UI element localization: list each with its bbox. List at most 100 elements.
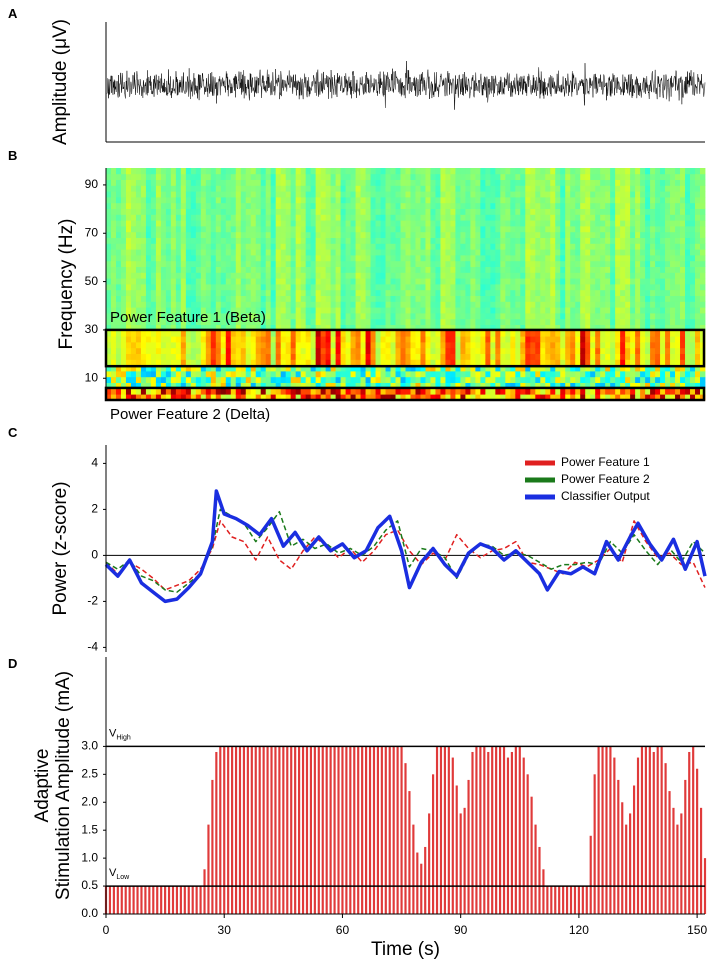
spectrogram-cell [211,232,216,238]
spectrogram-cell [455,180,460,186]
spectrogram-cell [670,301,675,307]
spectrogram-cell [495,359,500,365]
spectrogram-cell [610,203,615,209]
spectrogram-cell [301,197,306,203]
spectrogram-cell [296,185,301,191]
spectrogram-cell [181,388,186,394]
spectrogram-cell [346,255,351,261]
spectrogram-cell [141,238,146,244]
spectrogram-cell [166,278,171,284]
spectrogram-cell [221,388,226,394]
spectrogram-cell [351,284,356,290]
spectrogram-cell [141,261,146,267]
spectrogram-cell [550,278,555,284]
spectrogram-cell [391,272,396,278]
spectrogram-cell [685,232,690,238]
bar [286,746,288,914]
spectrogram-cell [296,209,301,215]
spectrogram-cell [191,278,196,284]
spectrogram-cell [630,249,635,255]
spectrogram-cell [640,313,645,319]
bar [578,886,580,914]
spectrogram-cell [650,290,655,296]
spectrogram-cell [555,301,560,307]
spectrogram-cell [236,330,241,336]
spectrogram-cell [410,290,415,296]
bar [408,791,410,914]
spectrogram-cell [635,255,640,261]
spectrogram-cell [161,226,166,232]
spectrogram-cell [296,307,301,313]
spectrogram-cell [585,255,590,261]
spectrogram-cell [306,278,311,284]
spectrogram-cell [655,354,660,360]
spectrogram-cell [306,168,311,174]
spectrogram-cell [595,191,600,197]
spectrogram-cell [655,342,660,348]
spectrogram-cell [176,261,181,267]
spectrogram-cell [695,197,700,203]
spectrogram-cell [276,272,281,278]
spectrogram-cell [141,232,146,238]
spectrogram-cell [475,203,480,209]
spectrogram-cell [216,255,221,261]
spectrogram-cell [321,272,326,278]
spectrogram-cell [690,301,695,307]
spectrogram-cell [181,336,186,342]
spectrogram-cell [376,313,381,319]
spectrogram-cell [171,296,176,302]
spectrogram-cell [306,191,311,197]
spectrogram-cell [311,209,316,215]
spectrogram-cell [630,214,635,220]
spectrogram-cell [460,180,465,186]
spectrogram-cell [415,214,420,220]
spectrogram-cell [430,197,435,203]
spectrogram-cell [226,168,231,174]
spectrogram-cell [206,185,211,191]
spectrogram-cell [356,191,361,197]
spectrogram-cell [146,377,151,383]
spectrogram-cell [590,243,595,249]
spectrogram-cell [196,342,201,348]
spectrogram-cell [535,354,540,360]
spectrogram-cell [455,313,460,319]
spectrogram-cell [610,243,615,249]
spectrogram-cell [660,301,665,307]
spectrogram-cell [121,296,126,302]
spectrogram-cell [361,249,366,255]
spectrogram-cell [655,249,660,255]
spectrogram-cell [545,203,550,209]
spectrogram-cell [396,354,401,360]
spectrogram-cell [121,371,126,377]
spectrogram-cell [366,313,371,319]
spectrogram-cell [351,203,356,209]
spectrogram-cell [286,197,291,203]
spectrogram-cell [276,319,281,325]
spectrogram-cell [475,261,480,267]
spectrogram-cell [580,180,585,186]
spectrogram-cell [640,220,645,226]
spectrogram-cell [361,267,366,273]
y-tick-label: 4 [91,456,98,470]
spectrogram-cell [495,278,500,284]
spectrogram-cell [371,284,376,290]
spectrogram-cell [565,168,570,174]
spectrogram-cell [161,214,166,220]
spectrogram-cell [281,330,286,336]
spectrogram-cell [196,203,201,209]
spectrogram-cell [191,226,196,232]
spectrogram-cell [425,290,430,296]
spectrogram-cell [455,220,460,226]
spectrogram-cell [186,226,191,232]
spectrogram-cell [206,226,211,232]
spectrogram-cell [406,168,411,174]
spectrogram-cell [221,284,226,290]
spectrogram-cell [236,191,241,197]
spectrogram-cell [371,180,376,186]
spectrogram-cell [221,209,226,215]
spectrogram-cell [291,255,296,261]
spectrogram-cell [630,238,635,244]
spectrogram-cell [495,354,500,360]
spectrogram-cell [116,261,121,267]
spectrogram-cell [236,267,241,273]
